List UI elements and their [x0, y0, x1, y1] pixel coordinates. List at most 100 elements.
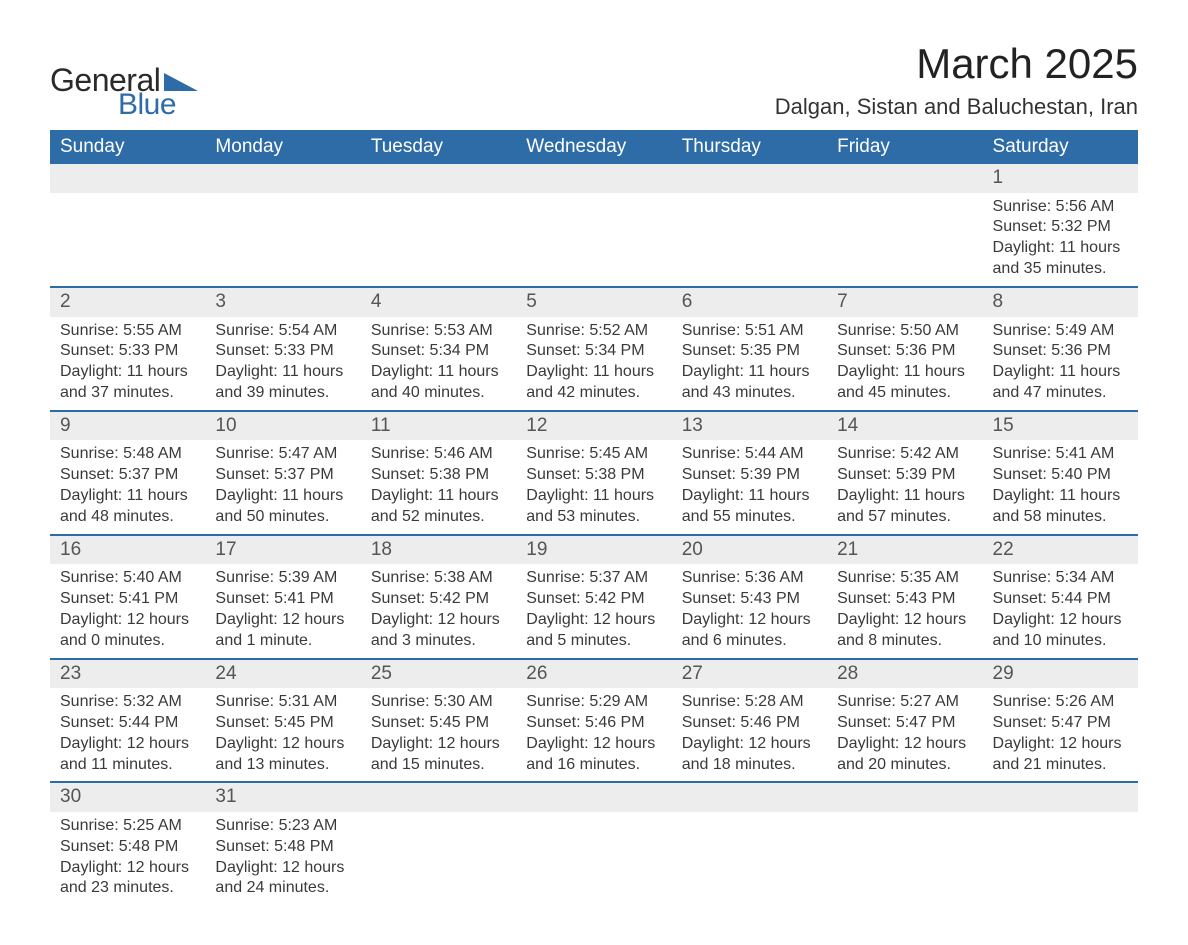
day-detail-line: Sunrise: 5:34 AM [993, 568, 1128, 589]
day-number-row: 16171819202122 [50, 535, 1138, 565]
day-number [672, 164, 827, 193]
day-detail-line: and 42 minutes. [526, 383, 661, 404]
day-number: 19 [516, 535, 671, 565]
day-detail-line: Daylight: 12 hours [526, 734, 661, 755]
day-detail-row: Sunrise: 5:40 AMSunset: 5:41 PMDaylight:… [50, 564, 1138, 658]
day-number: 26 [516, 659, 671, 689]
day-detail-line: Daylight: 12 hours [993, 734, 1128, 755]
day-detail-cell [516, 193, 671, 287]
day-detail-cell: Sunrise: 5:39 AMSunset: 5:41 PMDaylight:… [205, 564, 360, 658]
day-detail-line: Daylight: 11 hours [837, 486, 972, 507]
day-detail-cell [205, 193, 360, 287]
day-detail-line: Sunset: 5:41 PM [60, 589, 195, 610]
day-detail-cell: Sunrise: 5:54 AMSunset: 5:33 PMDaylight:… [205, 317, 360, 411]
day-number: 12 [516, 411, 671, 441]
day-detail-line: Daylight: 11 hours [526, 362, 661, 383]
day-detail-cell [361, 812, 516, 905]
day-header: Thursday [672, 130, 827, 164]
day-detail-cell: Sunrise: 5:41 AMSunset: 5:40 PMDaylight:… [983, 440, 1138, 534]
day-detail-line: Sunset: 5:33 PM [60, 341, 195, 362]
day-number [205, 164, 360, 193]
day-header: Friday [827, 130, 982, 164]
day-detail-line: Sunset: 5:39 PM [837, 465, 972, 486]
day-detail-line: Sunrise: 5:39 AM [215, 568, 350, 589]
day-detail-line: Sunrise: 5:52 AM [526, 321, 661, 342]
day-detail-line: and 6 minutes. [682, 631, 817, 652]
day-detail-line: Sunrise: 5:42 AM [837, 444, 972, 465]
day-detail-line: and 0 minutes. [60, 631, 195, 652]
day-detail-line: Daylight: 11 hours [993, 238, 1128, 259]
day-detail-line: Sunset: 5:45 PM [371, 713, 506, 734]
day-detail-line: Daylight: 12 hours [215, 610, 350, 631]
day-header: Wednesday [516, 130, 671, 164]
day-detail-row: Sunrise: 5:32 AMSunset: 5:44 PMDaylight:… [50, 688, 1138, 782]
day-number: 18 [361, 535, 516, 565]
day-detail-cell: Sunrise: 5:38 AMSunset: 5:42 PMDaylight:… [361, 564, 516, 658]
day-header: Saturday [983, 130, 1138, 164]
day-detail-line: Sunset: 5:34 PM [371, 341, 506, 362]
day-detail-line: and 23 minutes. [60, 878, 195, 899]
day-detail-cell: Sunrise: 5:45 AMSunset: 5:38 PMDaylight:… [516, 440, 671, 534]
day-detail-line: and 3 minutes. [371, 631, 506, 652]
day-detail-line: Sunrise: 5:35 AM [837, 568, 972, 589]
day-detail-line: and 57 minutes. [837, 507, 972, 528]
day-detail-line: Daylight: 11 hours [215, 362, 350, 383]
day-detail-line: Sunrise: 5:48 AM [60, 444, 195, 465]
day-number: 17 [205, 535, 360, 565]
day-number-row: 2345678 [50, 287, 1138, 317]
day-detail-line: Sunset: 5:45 PM [215, 713, 350, 734]
day-detail-line: Daylight: 12 hours [60, 858, 195, 879]
day-detail-cell: Sunrise: 5:34 AMSunset: 5:44 PMDaylight:… [983, 564, 1138, 658]
day-detail-line: Sunrise: 5:50 AM [837, 321, 972, 342]
day-detail-line: Daylight: 12 hours [60, 610, 195, 631]
day-detail-line: Sunset: 5:48 PM [215, 837, 350, 858]
logo-text-blue: Blue [118, 90, 198, 120]
day-detail-cell: Sunrise: 5:49 AMSunset: 5:36 PMDaylight:… [983, 317, 1138, 411]
day-detail-line: Sunrise: 5:23 AM [215, 816, 350, 837]
day-detail-row: Sunrise: 5:55 AMSunset: 5:33 PMDaylight:… [50, 317, 1138, 411]
day-number [672, 782, 827, 812]
day-detail-line: and 11 minutes. [60, 755, 195, 776]
day-detail-line: Sunrise: 5:41 AM [993, 444, 1128, 465]
day-detail-cell [672, 812, 827, 905]
day-detail-line: Sunset: 5:36 PM [993, 341, 1128, 362]
day-number: 29 [983, 659, 1138, 689]
day-detail-cell [827, 812, 982, 905]
day-detail-line: Daylight: 11 hours [60, 362, 195, 383]
day-detail-line: Daylight: 11 hours [526, 486, 661, 507]
day-number [516, 164, 671, 193]
day-detail-line: and 50 minutes. [215, 507, 350, 528]
day-detail-line: Sunset: 5:48 PM [60, 837, 195, 858]
day-number: 23 [50, 659, 205, 689]
day-number: 25 [361, 659, 516, 689]
location-subtitle: Dalgan, Sistan and Baluchestan, Iran [775, 94, 1138, 120]
day-number [983, 782, 1138, 812]
day-detail-line: Sunset: 5:47 PM [837, 713, 972, 734]
day-detail-line: and 53 minutes. [526, 507, 661, 528]
day-detail-line: Sunrise: 5:56 AM [993, 197, 1128, 218]
day-detail-line: Daylight: 12 hours [371, 610, 506, 631]
logo: General Blue [50, 64, 198, 120]
day-detail-line: Sunset: 5:35 PM [682, 341, 817, 362]
day-detail-cell: Sunrise: 5:25 AMSunset: 5:48 PMDaylight:… [50, 812, 205, 905]
day-number: 13 [672, 411, 827, 441]
day-detail-cell: Sunrise: 5:27 AMSunset: 5:47 PMDaylight:… [827, 688, 982, 782]
day-number: 31 [205, 782, 360, 812]
day-detail-line: Sunrise: 5:44 AM [682, 444, 817, 465]
day-detail-line: Sunset: 5:38 PM [526, 465, 661, 486]
day-header: Monday [205, 130, 360, 164]
day-detail-line: and 10 minutes. [993, 631, 1128, 652]
day-detail-cell: Sunrise: 5:36 AMSunset: 5:43 PMDaylight:… [672, 564, 827, 658]
day-detail-line: Sunrise: 5:38 AM [371, 568, 506, 589]
day-detail-line: and 55 minutes. [682, 507, 817, 528]
day-detail-line: Daylight: 11 hours [993, 362, 1128, 383]
day-detail-line: Daylight: 11 hours [682, 486, 817, 507]
day-number [50, 164, 205, 193]
day-detail-cell: Sunrise: 5:23 AMSunset: 5:48 PMDaylight:… [205, 812, 360, 905]
day-number: 11 [361, 411, 516, 441]
day-detail-line: Sunset: 5:37 PM [60, 465, 195, 486]
day-number: 15 [983, 411, 1138, 441]
day-detail-line: and 5 minutes. [526, 631, 661, 652]
day-detail-cell [672, 193, 827, 287]
day-detail-line: and 40 minutes. [371, 383, 506, 404]
